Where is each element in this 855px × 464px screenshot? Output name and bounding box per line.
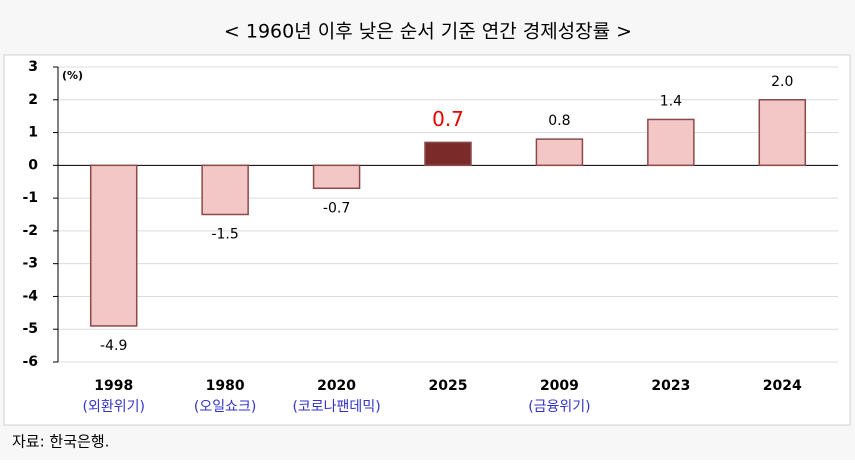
unit-label: (%) [62, 69, 83, 82]
plot-frame [3, 54, 851, 426]
x-tick-note: (오일쇼크) [194, 399, 256, 415]
y-tick-label: -1 [22, 190, 38, 206]
x-tick-label: 2023 [651, 378, 690, 394]
x-tick-note: (금융위기) [528, 399, 590, 415]
x-tick-label: 2009 [540, 378, 579, 394]
x-tick-label: 2020 [317, 378, 356, 394]
value-label: 0.8 [548, 113, 570, 129]
y-tick-label: 2 [28, 92, 38, 108]
value-label: -4.9 [100, 338, 127, 354]
bar [535, 138, 584, 167]
chart-title: < 1960년 이후 낮은 순서 기준 연간 경제성장률 > [224, 21, 632, 43]
y-tick-label: 0 [28, 157, 38, 173]
x-tick-note: (외환위기) [82, 399, 144, 415]
x-tick-label: 1980 [206, 378, 245, 394]
bar [201, 164, 249, 216]
bar [758, 99, 807, 167]
value-label: 0.7 [432, 107, 464, 131]
x-tick-label: 1998 [94, 378, 133, 394]
value-label: -1.5 [211, 227, 238, 243]
bar [89, 164, 138, 327]
bar [424, 141, 472, 167]
x-tick-label: 2025 [429, 378, 468, 394]
y-tick-label: 1 [28, 125, 38, 141]
source: 자료: 한국은행. [12, 433, 109, 451]
x-tick-note: (코로나팬데믹) [292, 399, 380, 415]
y-tick-label: -6 [22, 354, 38, 370]
value-label: 1.4 [660, 93, 682, 109]
x-tick-label: 2024 [763, 378, 802, 394]
y-tick-label: -3 [22, 256, 38, 272]
y-tick-label: -2 [22, 223, 38, 239]
value-label: 2.0 [771, 74, 793, 90]
y-tick-label: 3 [28, 59, 38, 75]
value-label: -0.7 [323, 200, 350, 216]
y-tick-label: -5 [22, 321, 38, 337]
bar [312, 164, 361, 190]
y-tick-label: -4 [22, 288, 38, 304]
bar [647, 118, 695, 167]
